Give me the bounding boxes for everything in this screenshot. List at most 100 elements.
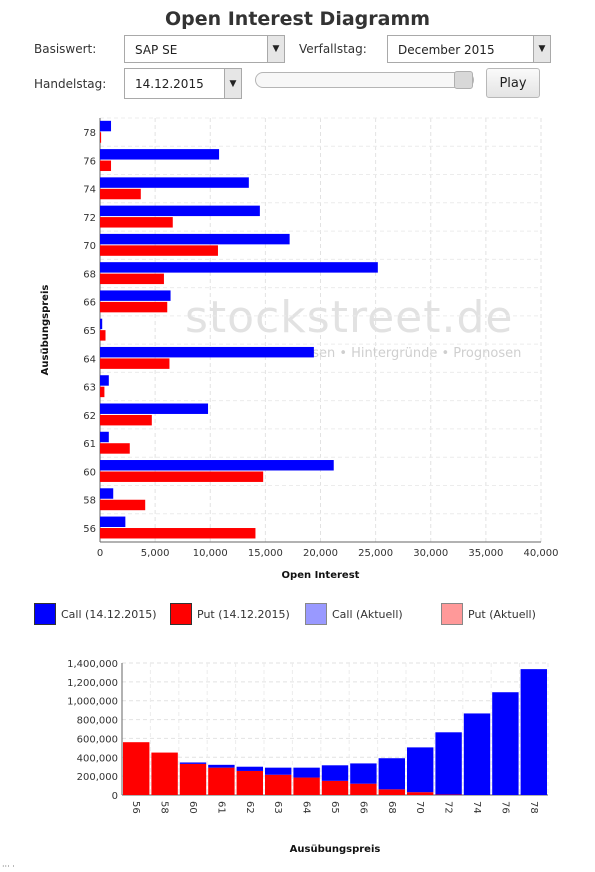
slider-thumb[interactable] [454,71,473,89]
watermark-tagline: Börsen • Hintergründe • Prognosen [290,346,522,361]
footer-mark: ··· · [2,862,15,871]
y-axis-title: Ausübungspreis [40,285,51,376]
legend-swatch [305,603,327,625]
x-tick-label: 30,000 [413,548,448,559]
y-tick-label: 400,000 [77,753,118,764]
bar-put-70 [407,792,434,795]
bar-call-61 [100,431,109,443]
x-tick-label: 20,000 [303,548,338,559]
y-tick-label: 1,400,000 [67,659,118,670]
x-tick-label: 66 [357,801,368,814]
y-tick-label: 68 [83,269,96,280]
x-tick-label: 35,000 [468,548,503,559]
bar-call-64 [100,346,314,358]
bar-call-72 [435,732,462,795]
verfallstag-select[interactable]: December 2015 ▼ [387,35,551,63]
x-tick-label: 74 [471,801,482,814]
x-tick-label: 78 [528,801,539,814]
date-slider[interactable] [255,71,474,89]
legend-swatch [441,603,463,625]
bar-call-62 [100,403,209,414]
x-tick-label: 25,000 [358,548,393,559]
y-tick-label: 70 [83,241,96,252]
bar-put-60 [100,471,264,482]
bar-put-60 [179,763,207,795]
bar-call-74 [463,713,491,795]
chevron-down-icon[interactable]: ▼ [533,36,550,62]
bar-call-74 [100,177,249,188]
bar-call-60 [179,762,207,764]
handelstag-select[interactable]: 14.12.2015 ▼ [124,68,242,99]
x-tick-label: 61 [215,801,226,814]
bar-put-68 [100,273,164,285]
y-tick-label: 66 [83,298,96,309]
y-tick-label: 61 [83,439,96,450]
bar-call-63 [265,767,292,775]
bar-put-62 [236,770,263,795]
y-tick-label: 1,200,000 [67,678,118,689]
x-tick-label: 58 [159,801,170,814]
x-tick-label: 40,000 [524,548,559,559]
x-tick-label: 65 [329,801,340,814]
y-tick-label: 0 [112,791,118,802]
bar-call-78 [520,669,547,795]
y-tick-label: 65 [83,326,96,337]
x-tick-label: 15,000 [248,548,283,559]
bar-put-63 [265,774,292,795]
legend-item[interactable]: Put (14.12.2015) [170,603,290,625]
bar-call-78 [100,120,112,132]
chevron-down-icon[interactable]: ▼ [224,69,241,98]
legend-item[interactable]: Call (Aktuell) [305,603,403,625]
bar-call-58 [100,488,114,499]
bar-put-70 [100,245,218,256]
verfallstag-value: December 2015 [398,43,495,57]
x-tick-label: 64 [301,801,312,814]
bar-call-62 [236,766,263,771]
legend-label: Put (Aktuell) [468,607,536,621]
x-axis-title: Open Interest [282,570,360,581]
y-tick-label: 60 [83,467,96,478]
bar-call-66 [350,763,377,784]
x-tick-label: 76 [499,801,510,814]
legend-swatch [170,603,192,625]
legend-label: Put (14.12.2015) [197,607,290,621]
bar-put-58 [100,499,146,511]
chevron-down-icon[interactable]: ▼ [267,36,284,62]
bar-put-66 [100,301,168,313]
basiswert-select[interactable]: SAP SE ▼ [124,35,285,63]
y-tick-label: 1,000,000 [67,697,118,708]
bar-put-76 [100,160,112,172]
y-tick-label: 76 [83,156,96,167]
legend-item[interactable]: Put (Aktuell) [441,603,536,625]
legend-item[interactable]: Call (14.12.2015) [34,603,157,625]
bar-put-74 [100,188,141,200]
bar-put-72 [100,217,173,228]
y-tick-label: 200,000 [77,772,118,783]
x-tick-label: 62 [244,801,255,814]
x-tick-label: 60 [187,801,198,814]
bar-put-64 [100,358,170,369]
bar-put-61 [100,443,130,454]
legend-label: Call (Aktuell) [332,607,403,621]
bar-call-65 [100,318,103,330]
legend-label: Call (14.12.2015) [61,607,157,621]
bar-put-58 [151,752,178,795]
x-tick-label: 56 [130,801,141,814]
bar-call-66 [100,290,171,301]
y-tick-label: 63 [83,383,96,394]
x-tick-label: 0 [97,548,103,559]
x-tick-label: 72 [443,801,454,814]
handelstag-value: 14.12.2015 [135,77,204,91]
y-tick-label: 800,000 [77,716,118,727]
x-axis-title: Ausübungspreis [290,844,381,855]
play-button[interactable]: Play [486,68,540,98]
bar-put-63 [100,386,105,398]
bar-call-72 [100,205,260,217]
bar-call-76 [492,692,519,795]
basiswert-label: Basiswert: [34,42,97,56]
basiswert-value: SAP SE [135,43,178,57]
bar-put-66 [350,783,377,795]
bar-put-62 [100,414,152,426]
x-tick-label: 5,000 [141,548,170,559]
